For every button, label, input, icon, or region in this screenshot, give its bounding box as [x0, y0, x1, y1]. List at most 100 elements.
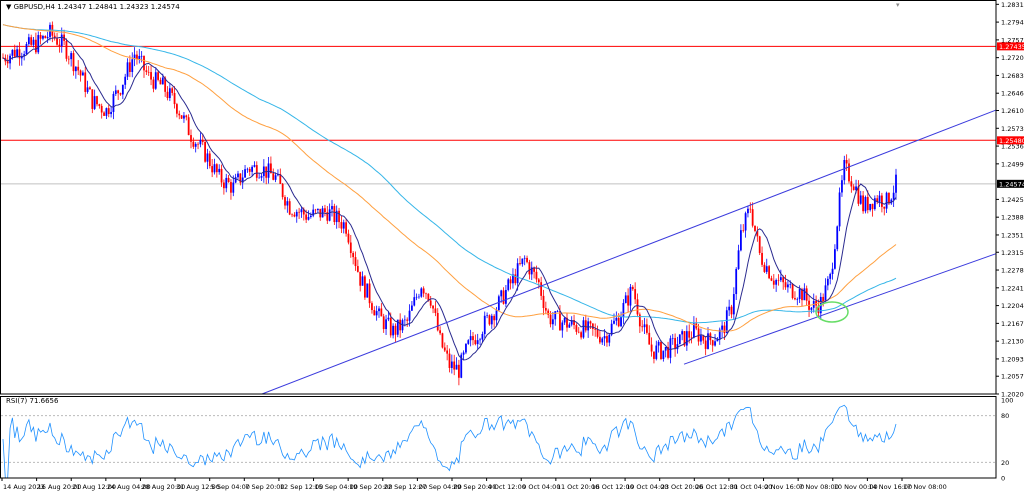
- price-pane[interactable]: [1, 21, 997, 395]
- candle-body: [563, 317, 566, 323]
- candle-body: [505, 289, 507, 304]
- candle-body: [131, 59, 134, 73]
- candle-body: [664, 346, 667, 351]
- rsi-line: [2, 404, 897, 479]
- rsi-tick-label: 0: [1001, 475, 1005, 483]
- candle-body: [514, 274, 517, 284]
- candle-body: [580, 332, 582, 338]
- candle-body: [662, 350, 665, 359]
- candle-body: [789, 284, 792, 285]
- candle-body: [114, 90, 117, 94]
- candle-body: [211, 166, 214, 173]
- candle-body: [272, 173, 275, 180]
- candle-body: [559, 311, 561, 331]
- candle-body: [307, 216, 310, 220]
- candle-body: [107, 108, 110, 115]
- y-tick-label: 1.26830: [1001, 72, 1024, 80]
- symbol-info: ▼ GBPUSD,H4 1.24347 1.24841 1.24323 1.24…: [6, 3, 180, 11]
- candle-body: [575, 325, 578, 332]
- candle-body: [465, 343, 467, 353]
- candle-body: [248, 168, 251, 172]
- candle-body: [763, 264, 766, 272]
- candle-body: [467, 340, 470, 344]
- candle-body: [577, 331, 580, 333]
- candle-body: [638, 314, 641, 327]
- y-tick-label: 1.25360: [1001, 143, 1024, 151]
- candle-body: [554, 311, 557, 320]
- candle-body: [199, 139, 202, 145]
- candle-body: [326, 212, 329, 221]
- candle-body: [617, 317, 620, 327]
- candle-body: [342, 222, 345, 229]
- candle-body: [777, 280, 780, 281]
- candle-body: [634, 289, 637, 300]
- candle-body: [140, 55, 143, 57]
- candle-body: [171, 88, 174, 93]
- candle-body: [324, 208, 326, 213]
- candle-body: [441, 333, 444, 348]
- y-tick-label: 1.24990: [1001, 160, 1024, 168]
- candle-body: [643, 324, 646, 328]
- candle-body: [194, 143, 197, 147]
- candle-body: [826, 278, 829, 286]
- candle-body: [82, 72, 84, 76]
- candle-body: [888, 192, 890, 204]
- rsi-pane[interactable]: [1, 404, 996, 479]
- candle-body: [784, 282, 787, 288]
- candle-body: [704, 340, 707, 349]
- y-tick-label: 1.27940: [1001, 19, 1024, 27]
- candle-body: [168, 88, 171, 99]
- candle-body: [866, 197, 869, 211]
- candle-body: [772, 280, 775, 285]
- rsi-label: RSI(7) 71.6656: [6, 397, 59, 405]
- candle-body: [472, 336, 474, 341]
- rsi-tick-label: 80: [1001, 412, 1009, 420]
- candle-body: [361, 276, 364, 286]
- candle-body: [105, 108, 108, 116]
- candle-body: [881, 195, 883, 207]
- candle-body: [121, 84, 124, 95]
- candle-body: [885, 192, 888, 209]
- candle-body: [446, 350, 449, 354]
- candle-body: [443, 347, 446, 351]
- candle-body: [399, 319, 402, 331]
- candle-body: [596, 329, 599, 337]
- candle-body: [683, 331, 686, 346]
- candle-body: [352, 252, 355, 258]
- candle-body: [693, 323, 695, 338]
- chart-shift-icon[interactable]: ▾: [896, 1, 900, 9]
- y-tick-label: 1.26460: [1001, 90, 1024, 98]
- candle-body: [490, 315, 493, 325]
- candle-body: [70, 53, 73, 60]
- candle-body: [16, 49, 18, 57]
- candle-body: [836, 226, 839, 250]
- candle-body: [690, 337, 693, 339]
- candle-body: [96, 96, 98, 105]
- candle-body: [439, 330, 441, 334]
- symbol-triangle-icon: ▼: [6, 3, 12, 11]
- candle-body: [18, 49, 21, 59]
- candle-body: [801, 289, 803, 301]
- candle-body: [845, 159, 848, 164]
- candle-body: [385, 319, 387, 330]
- candle-body: [230, 182, 232, 193]
- candle-body: [537, 279, 540, 283]
- candle-body: [432, 305, 434, 309]
- candle-body: [302, 209, 305, 215]
- candle-body: [152, 79, 155, 89]
- candle-body: [46, 37, 49, 39]
- candle-body: [345, 222, 347, 234]
- candle-body: [356, 266, 359, 272]
- candle-body: [876, 198, 879, 202]
- candle-body: [721, 325, 723, 330]
- x-tick-label: 16 Aug 20:00: [38, 483, 82, 491]
- candle-body: [678, 334, 681, 345]
- y-tick-label: 1.26100: [1001, 107, 1024, 115]
- x-tick-label: 9 Oct 04:00: [522, 483, 560, 491]
- candle-body: [185, 115, 188, 118]
- candle-body: [93, 96, 96, 109]
- candle-body: [646, 324, 648, 333]
- candle-body: [213, 164, 216, 173]
- candle-body: [707, 333, 709, 349]
